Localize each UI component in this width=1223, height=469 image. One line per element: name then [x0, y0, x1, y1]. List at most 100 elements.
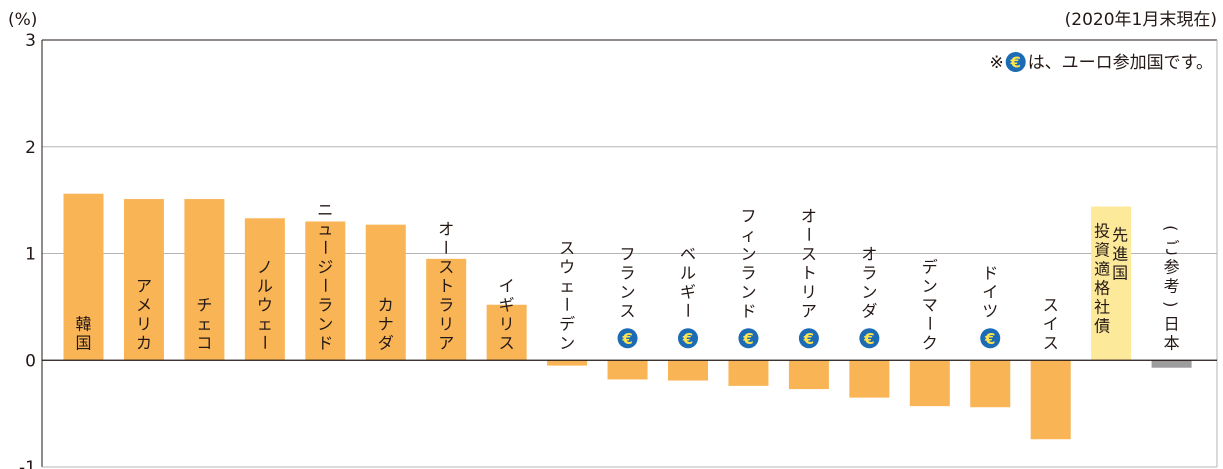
label-char: ダ: [861, 301, 877, 320]
euro-icon: €: [678, 328, 698, 349]
category-label: チェコ: [196, 295, 212, 352]
label-char: オ: [438, 219, 454, 238]
euro-symbol: €: [742, 330, 753, 348]
label-char: ー: [436, 239, 455, 255]
euro-circle: [738, 328, 759, 349]
label-char: ラ: [317, 295, 333, 314]
euro-circle: [798, 328, 819, 349]
euro-icon: €: [798, 328, 819, 349]
label-char: ス: [801, 244, 817, 263]
y-tick-label: 1: [25, 245, 36, 265]
label-char: (: [1162, 225, 1181, 231]
label-char: ウ: [559, 257, 575, 276]
label-char: 国: [75, 333, 91, 352]
label-char: ダ: [378, 333, 394, 352]
label-char: リ: [499, 314, 515, 333]
label-char: 社: [1094, 298, 1110, 317]
label-char: デ: [922, 257, 938, 276]
euro-symbol: €: [682, 330, 693, 348]
label-char: イ: [499, 276, 515, 295]
label-char: 日: [1164, 314, 1180, 333]
label-char: マ: [922, 295, 938, 314]
label-char: ギ: [499, 295, 515, 314]
y-tick-label: -1: [19, 458, 36, 469]
bar: [909, 360, 950, 407]
euro-circle: [980, 328, 1001, 349]
label-char: ン: [740, 282, 756, 301]
category-label: ドイツ: [982, 263, 998, 320]
label-char: ー: [799, 226, 818, 242]
label-char: リ: [136, 314, 152, 333]
label-char: ェ: [196, 314, 212, 333]
euro-icon: €: [738, 328, 759, 349]
label-char: ュ: [317, 219, 333, 238]
bar: [426, 258, 467, 361]
label-char: ツ: [982, 301, 998, 320]
euro-icon: €: [617, 328, 638, 349]
bar: [486, 304, 527, 361]
euro-circle: [1005, 52, 1026, 72]
label-char: フ: [740, 206, 756, 225]
euro-symbol: €: [863, 330, 874, 348]
bar: [970, 360, 1011, 408]
label-char: ラ: [438, 295, 454, 314]
label-char: ご: [1164, 238, 1180, 257]
bar: [849, 360, 890, 398]
label-char: ル: [257, 276, 273, 295]
label-char: ス: [438, 257, 454, 276]
bar: [547, 360, 588, 366]
bar: [123, 199, 164, 361]
label-char: ド: [740, 301, 756, 320]
label-char: ー: [255, 334, 274, 350]
y-tick-label: 2: [25, 138, 36, 158]
label-char: 韓: [75, 314, 91, 333]
label-char: 適: [1094, 260, 1110, 279]
category-label: スイス: [1043, 295, 1059, 352]
euro-symbol: €: [1009, 54, 1020, 72]
bar: [668, 360, 708, 381]
category-label: (ご参考) 日本: [1162, 225, 1181, 352]
label-char: ス: [559, 238, 575, 257]
euro-icon: €: [980, 328, 1001, 349]
label-char: ェ: [559, 276, 575, 295]
label-char: チ: [196, 295, 212, 314]
euro-circle: [678, 328, 698, 349]
axes: 3 2 1 0 -1: [19, 31, 1218, 469]
label-char: ド: [317, 333, 333, 352]
label-char: ベ: [680, 244, 696, 263]
date-note: (2020年1月末現在): [1065, 10, 1217, 30]
euro-note-prefix: ※: [989, 53, 1003, 73]
label-char: 投: [1094, 222, 1110, 241]
label-char: ニ: [317, 200, 333, 219]
label-char: 考: [1164, 276, 1180, 295]
label-char: 先: [1112, 226, 1128, 245]
euro-icon: €: [1005, 52, 1026, 72]
gridlines: [42, 146, 1217, 254]
bar-bond-index: [1091, 206, 1132, 361]
label-char: ト: [801, 263, 817, 282]
bar: [788, 360, 829, 390]
bar: [365, 224, 406, 361]
euro-circle: [617, 328, 638, 349]
euro-symbol: €: [803, 330, 814, 348]
label-char: フ: [620, 244, 636, 263]
category-label: 韓国: [75, 314, 91, 352]
bar-reference: [1151, 360, 1192, 368]
label-char: ー: [315, 239, 334, 255]
bar: [63, 193, 104, 361]
label-char: オ: [861, 244, 877, 263]
y-tick-label: 0: [25, 351, 36, 371]
label-char: ス: [1043, 295, 1059, 314]
label-char: ン: [559, 333, 575, 352]
label-char: 進: [1112, 245, 1128, 264]
